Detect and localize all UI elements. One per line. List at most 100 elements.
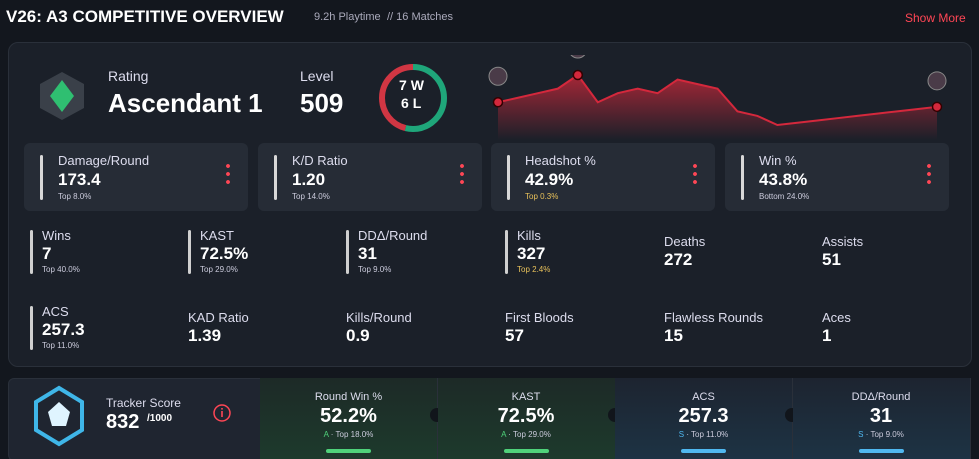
tracker-stat-rank: S · Top 11.0% [615,430,792,439]
losses-arc [379,64,447,132]
stat-name: Flawless Rounds [664,310,763,325]
card-name: Damage/Round [58,153,150,168]
trend-point [492,97,504,108]
stat-name: KAD Ratio [188,310,249,325]
tracker-label: Tracker Score [106,396,181,410]
card-value: 1.20 [292,170,326,189]
level-label: Level [300,68,334,84]
stat-bar [505,230,508,274]
stat-bar [188,230,191,274]
stat-value: 1 [822,326,832,345]
stat-name: Assists [822,234,864,249]
stat-name: KAST [200,228,234,243]
tracker-stat-name: KAST [511,391,541,403]
stat-value: 72.5% [200,244,249,263]
losses: 6 L [401,95,421,111]
stat-rank: Top 40.0% [42,265,80,274]
tracker-stat-rank: A · Top 29.0% [438,430,615,439]
tracker-value: 832 [106,411,140,433]
rank-badge [488,66,508,86]
stat-rank: Top 9.0% [358,265,392,274]
stat-value: 257.3 [42,320,85,339]
tracker-stat-bar [681,449,726,453]
level-value: 509 [300,88,344,118]
card-name: Win % [759,153,797,168]
rank-icon [40,72,84,120]
stat-bar [30,306,33,350]
stat-name: First Bloods [505,310,574,325]
tracker-cell [260,378,438,459]
card-rank: Top 14.0% [292,192,330,201]
losses-value: 6 [401,95,409,111]
card-value: 173.4 [58,170,101,189]
card-value: 43.8% [759,170,808,189]
stat-card [258,143,482,211]
rank: · Top 29.0% [508,430,551,439]
rank: · Top 9.0% [865,430,904,439]
stat-value: 1.39 [188,326,222,345]
rank-value: Ascendant 1 [108,88,263,118]
stat-value: 272 [664,250,693,269]
card-bar [40,155,43,200]
tracker-stat-rank: S · Top 9.0% [793,430,970,439]
title: V26: A3 COMPETITIVE OVERVIEW [6,7,284,26]
tracker-stat-rank: A · Top 18.0% [260,430,437,439]
info-icon[interactable] [212,403,232,423]
tracker-stat-value: 52.2% [320,405,377,427]
grade: S [678,430,685,439]
wins: 7 W [399,77,424,93]
stat-name: DDΔ/Round [358,228,428,243]
trend-point [931,101,943,113]
card-rank: Bottom 24.0% [759,192,810,201]
stat-value: 57 [505,326,524,345]
playtime: 9.2h Playtime [314,11,381,23]
card-menu[interactable] [460,162,464,186]
card-bar [741,155,744,200]
stat-name: Aces [822,310,851,325]
card-menu[interactable] [927,162,931,186]
stat-name: Deaths [664,234,706,249]
show-more[interactable]: Show More [905,11,966,25]
stat-value: 0.9 [346,326,370,345]
grade: A [323,430,329,439]
trend-point [572,69,584,81]
trend-line [497,73,938,127]
card-menu[interactable] [693,162,697,186]
stat-bar [30,230,33,274]
card-rank: Top 0.3% [525,192,559,201]
card-rank: Top 8.0% [58,192,92,201]
tracker-stat-name: DDΔ/Round [851,391,911,403]
stat-name: ACS [42,304,69,319]
tracker-cell [615,378,793,459]
stat-bar [346,230,349,274]
tracker-stat-value: 31 [869,405,893,427]
card-bar [507,155,510,200]
tracker-stat-value: 72.5% [497,405,555,427]
stat-rank: Top 2.4% [517,265,551,274]
stat-rank: Top 29.0% [200,265,238,274]
grade: A [501,430,507,439]
trend-area [498,75,937,140]
rank-badge [570,55,586,59]
card-bar [274,155,277,200]
tracker-stat-name: Round Win % [314,391,383,403]
stat-card [24,143,248,211]
stat-value: 51 [822,250,841,269]
stat-value: 327 [517,244,546,263]
matches: // 16 Matches [387,11,454,23]
rank-label: Rating [108,68,149,84]
card-menu[interactable] [226,162,230,186]
tracker-max: /1000 [147,413,173,424]
card-name: Headshot % [525,153,596,168]
tracker-stat-value: 257.3 [678,405,729,427]
wins-label: W [410,77,424,93]
tracker-stat-name: ACS [692,391,715,403]
grade: S [858,430,864,439]
tracker-stat-bar [858,449,904,453]
stat-card [725,143,949,211]
card-value: 42.9% [525,170,574,189]
stat-value: 15 [664,326,683,345]
losses-label: L [412,95,422,111]
wins-value: 7 [399,77,407,93]
